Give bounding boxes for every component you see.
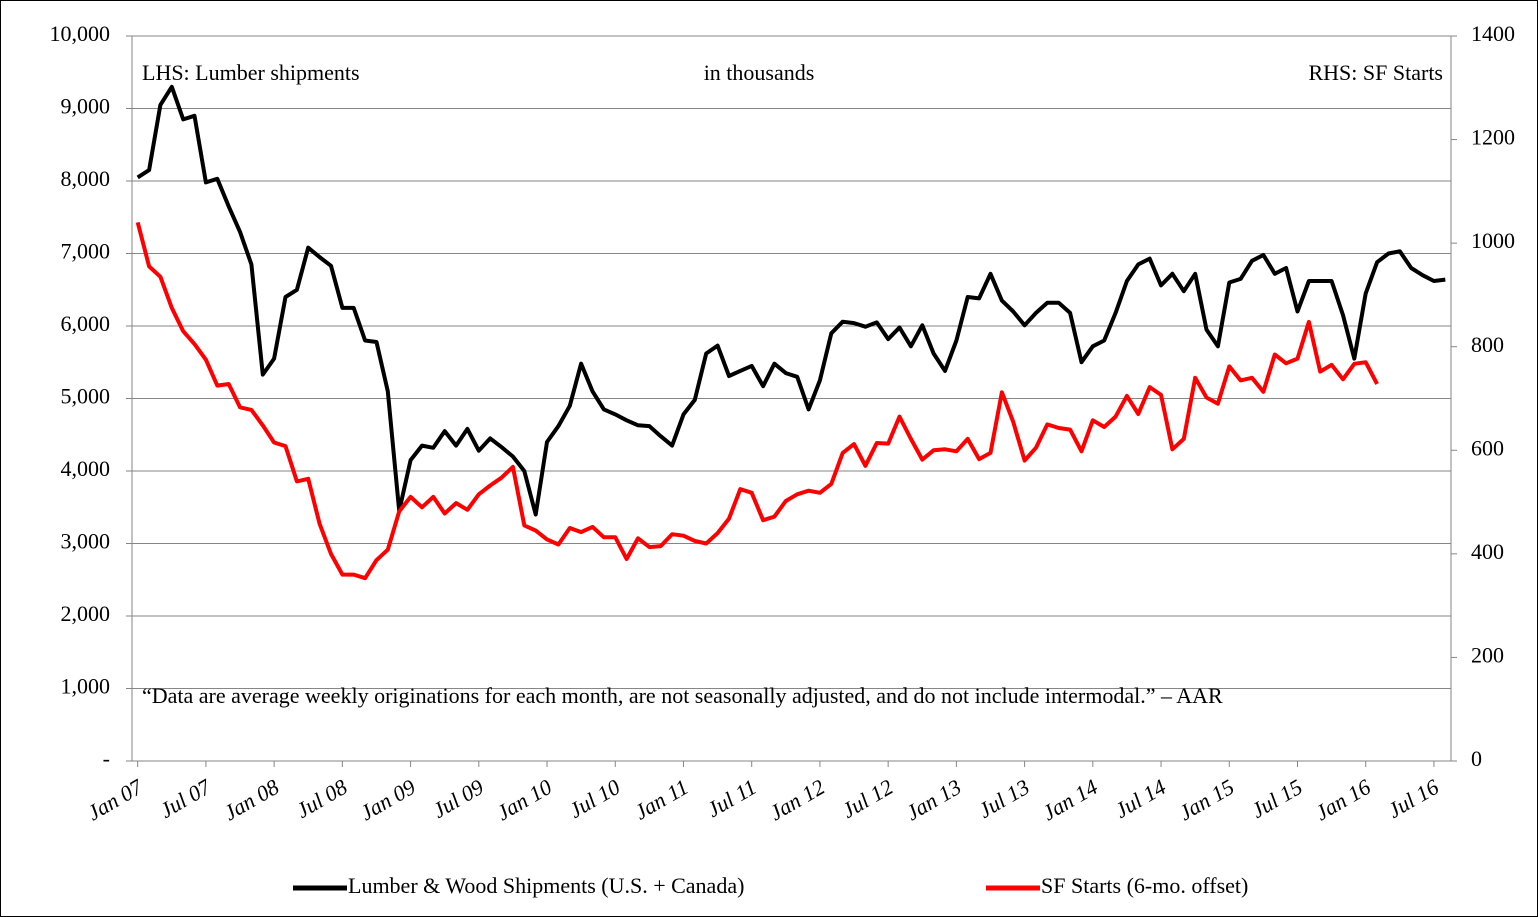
x-tick-label: Jan 09 [356, 774, 420, 825]
x-tick-label: Jul 14 [1110, 774, 1170, 823]
x-tick-label: Jul 13 [974, 774, 1034, 823]
y-tick-label: 2,000 [61, 601, 111, 626]
y2-tick-label: 1400 [1471, 21, 1515, 46]
x-tick-label: Jul 09 [428, 774, 488, 823]
x-tick-label: Jan 16 [1311, 774, 1375, 825]
series-line [136, 84, 1446, 517]
x-tick-label: Jul 08 [292, 774, 352, 823]
x-tick-label: Jan 11 [630, 774, 692, 824]
y-tick-label: 6,000 [61, 311, 111, 336]
x-tick-label: Jul 07 [155, 774, 215, 823]
y2-tick-label: 200 [1471, 642, 1504, 667]
x-tick-label: Jan 07 [83, 774, 148, 826]
x-tick-label: Jan 15 [1174, 774, 1238, 825]
y-tick-label: 8,000 [61, 166, 111, 191]
x-tick-label: Jan 12 [765, 774, 829, 825]
x-tick-label: Jul 10 [565, 774, 625, 823]
annotation: LHS: Lumber shipments [142, 60, 360, 85]
y2-tick-label: 600 [1471, 435, 1504, 460]
annotation: in thousands [704, 60, 815, 85]
annotation: RHS: SF Starts [1309, 60, 1444, 85]
y2-tick-label: 400 [1471, 539, 1504, 564]
legend-label: SF Starts (6-mo. offset) [1041, 873, 1248, 898]
legend-label: Lumber & Wood Shipments (U.S. + Canada) [348, 873, 744, 898]
x-tick-label: Jan 08 [219, 774, 283, 825]
y-tick-label: 5,000 [61, 384, 111, 409]
y2-tick-label: 800 [1471, 332, 1504, 357]
y-tick-label: 4,000 [61, 456, 111, 481]
annotation: “Data are average weekly originations fo… [142, 683, 1223, 708]
x-tick-label: Jul 15 [1247, 774, 1307, 823]
x-tick-label: Jul 12 [838, 774, 898, 823]
y2-tick-label: 1000 [1471, 228, 1515, 253]
y-tick-label: 1,000 [61, 674, 111, 699]
y-tick-label: 9,000 [61, 94, 111, 119]
x-tick-label: Jan 14 [1038, 774, 1102, 825]
x-tick-label: Jul 16 [1383, 774, 1443, 823]
y-tick-label: 10,000 [50, 21, 111, 46]
x-tick-label: Jan 13 [902, 774, 966, 825]
y2-tick-label: 1200 [1471, 125, 1515, 150]
x-tick-label: Jan 10 [492, 774, 556, 825]
y-tick-label: - [103, 746, 110, 771]
x-tick-label: Jul 11 [703, 774, 761, 822]
series-line [135, 221, 1379, 581]
y-tick-label: 3,000 [61, 529, 111, 554]
y2-tick-label: 0 [1471, 746, 1482, 771]
y-tick-label: 7,000 [61, 239, 111, 264]
